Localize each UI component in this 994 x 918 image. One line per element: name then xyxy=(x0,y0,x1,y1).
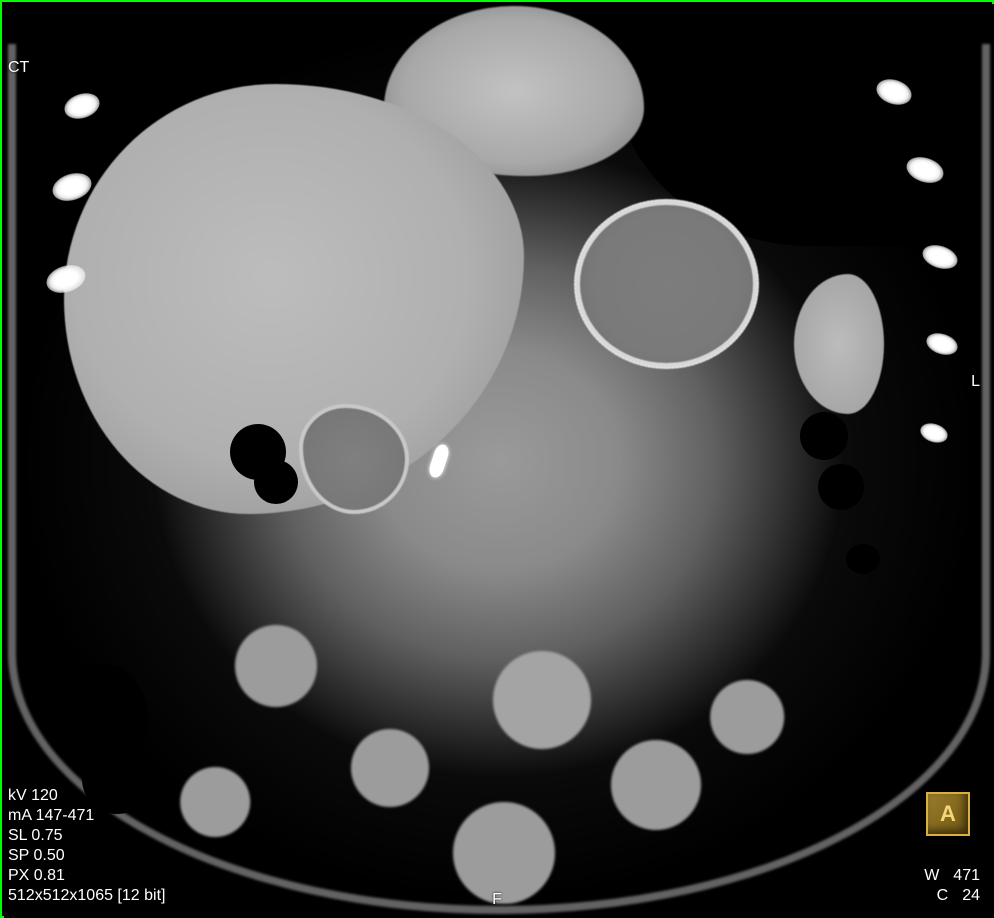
gas-pocket xyxy=(818,464,864,510)
bowel-loops xyxy=(124,564,884,904)
dicom-viewport[interactable]: CT kV 120 mA 147-471 SL 0.75 SP 0.50 PX … xyxy=(0,0,994,918)
window-center-label: C xyxy=(937,886,949,906)
gas-pocket xyxy=(800,412,848,460)
gas-pocket xyxy=(846,544,880,574)
matrix-label: 512x512x1065 [12 bit] xyxy=(8,886,165,906)
modality-label: CT xyxy=(8,58,29,78)
window-center-value: 24 xyxy=(962,886,980,906)
gas-pocket xyxy=(254,460,298,504)
orientation-foot-marker: F xyxy=(492,890,502,910)
window-width-value: 471 xyxy=(953,866,980,886)
cystic-lesion xyxy=(574,199,759,369)
orientation-cube[interactable]: A xyxy=(926,792,970,836)
px-label: PX 0.81 xyxy=(8,866,165,886)
window-level-readout: W 471 C 24 xyxy=(924,866,980,906)
orientation-left-marker: L xyxy=(971,372,980,392)
orientation-cube-letter: A xyxy=(940,801,956,827)
ct-coronal-image[interactable] xyxy=(4,4,994,918)
acquisition-params: kV 120 mA 147-471 SL 0.75 SP 0.50 PX 0.8… xyxy=(8,786,165,906)
kv-label: kV 120 xyxy=(8,786,165,806)
sl-label: SL 0.75 xyxy=(8,826,165,846)
ma-label: mA 147-471 xyxy=(8,806,165,826)
sp-label: SP 0.50 xyxy=(8,846,165,866)
window-width-label: W xyxy=(924,866,939,886)
